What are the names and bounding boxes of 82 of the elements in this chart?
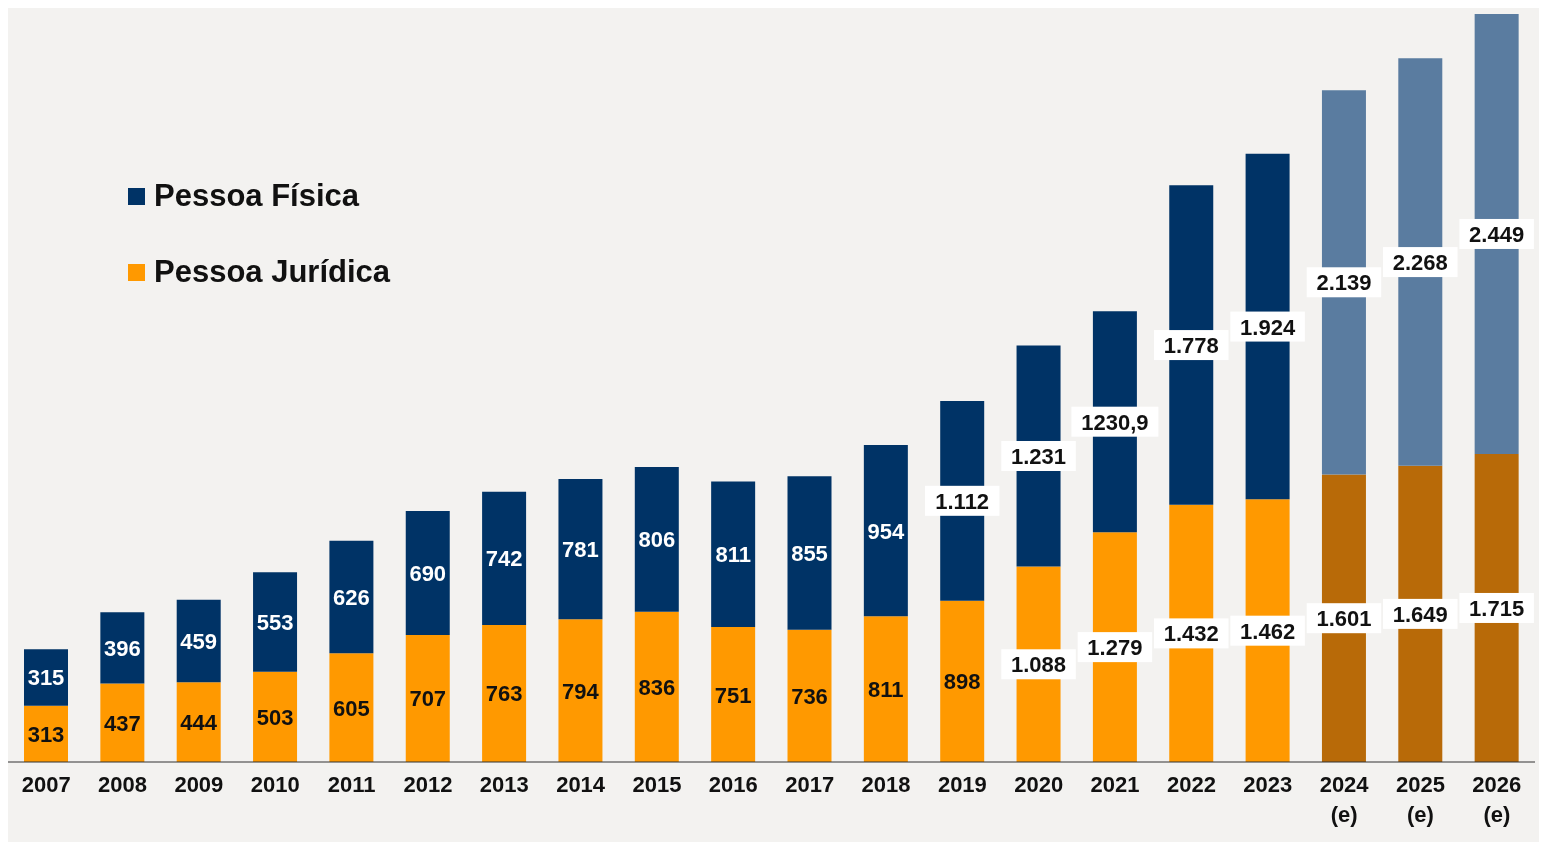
- data-label: 2.139: [1316, 270, 1372, 296]
- data-label: 437: [103, 710, 141, 736]
- x-tick-label: 2016: [708, 772, 758, 797]
- x-tick-label: 2014: [556, 772, 606, 797]
- data-label: 396: [103, 635, 141, 661]
- data-label: 503: [256, 704, 294, 730]
- data-label: 855: [791, 540, 828, 566]
- data-label: 898: [943, 669, 981, 695]
- bar: [405, 511, 450, 635]
- x-tick-label: 2023: [1243, 772, 1293, 797]
- data-label: 315: [27, 665, 65, 691]
- data-label: 2.449: [1469, 221, 1525, 247]
- data-label: 459: [180, 629, 218, 655]
- bar: [940, 600, 985, 762]
- bar: [253, 572, 298, 672]
- bar: [329, 653, 374, 762]
- data-label: 1.088: [1011, 652, 1067, 678]
- bar: [176, 682, 221, 762]
- data-label: 1.112: [935, 488, 990, 514]
- data-label: 553: [256, 609, 294, 635]
- bar: [634, 467, 679, 612]
- data-label: 811: [715, 542, 751, 568]
- bar: [863, 444, 908, 617]
- x-tick-label: 2015: [632, 772, 682, 797]
- x-tick-label: 2025 (e): [1396, 772, 1445, 827]
- bar: [329, 540, 374, 654]
- legend-label: Pessoa Jurídica: [154, 254, 391, 290]
- data-label: 2.268: [1392, 250, 1448, 276]
- bar: [100, 683, 145, 762]
- x-tick-label: 2017: [785, 772, 835, 797]
- data-label: 1.649: [1392, 601, 1448, 627]
- bar: [482, 491, 527, 625]
- x-tick-label: 2022: [1166, 772, 1216, 797]
- data-label: 751: [714, 682, 752, 708]
- data-label: 1.279: [1087, 635, 1143, 661]
- data-label: 763: [485, 681, 523, 707]
- data-label: 707: [409, 686, 447, 712]
- bar: [787, 476, 832, 630]
- x-tick-label: 2008: [98, 772, 147, 797]
- bar: [711, 481, 756, 628]
- x-tick-label: 2026 (e): [1472, 772, 1522, 827]
- x-tick-label: 2012: [403, 772, 453, 797]
- data-label: 954: [867, 518, 905, 544]
- data-label: 811: [868, 677, 904, 703]
- bar: [558, 479, 603, 620]
- data-label: 313: [27, 721, 65, 747]
- data-label: 690: [409, 561, 447, 587]
- data-label: 781: [562, 537, 599, 563]
- data-label: 444: [180, 710, 218, 736]
- data-label: 1.462: [1240, 618, 1296, 644]
- data-label: 836: [638, 674, 676, 700]
- x-tick-label: 2021: [1090, 772, 1140, 797]
- x-tick-label: 2020: [1014, 772, 1064, 797]
- data-label: 626: [333, 585, 370, 611]
- data-label: 1.601: [1316, 606, 1372, 632]
- data-label: 794: [562, 678, 600, 704]
- data-label: 806: [638, 527, 676, 553]
- x-tick-label: 2013: [479, 772, 529, 797]
- bar: [863, 616, 908, 762]
- data-label: 605: [333, 695, 370, 721]
- data-label: 1.715: [1469, 595, 1525, 621]
- data-label: 1.778: [1163, 333, 1219, 359]
- bar: [405, 635, 450, 762]
- x-tick-label: 2011: [327, 772, 376, 797]
- x-tick-label: 2009: [174, 772, 224, 797]
- data-label: 742: [485, 546, 523, 572]
- bar: [634, 611, 679, 762]
- bar: [787, 629, 832, 762]
- data-label: 1230,9: [1081, 409, 1149, 435]
- x-tick-label: 2019: [937, 772, 987, 797]
- bar: [558, 619, 603, 762]
- x-tick-label: 2007: [21, 772, 71, 797]
- data-label: 736: [791, 683, 828, 709]
- data-label: 1.432: [1163, 621, 1219, 647]
- data-label: 1.231: [1011, 443, 1067, 469]
- data-label: 1.924: [1240, 314, 1296, 340]
- bar: [711, 627, 756, 762]
- legend-label: Pessoa Física: [154, 178, 360, 214]
- x-tick-label: 2018: [861, 772, 911, 797]
- bar: [482, 624, 527, 762]
- x-tick-label: 2024 (e): [1319, 772, 1370, 827]
- x-tick-label: 2010: [250, 772, 300, 797]
